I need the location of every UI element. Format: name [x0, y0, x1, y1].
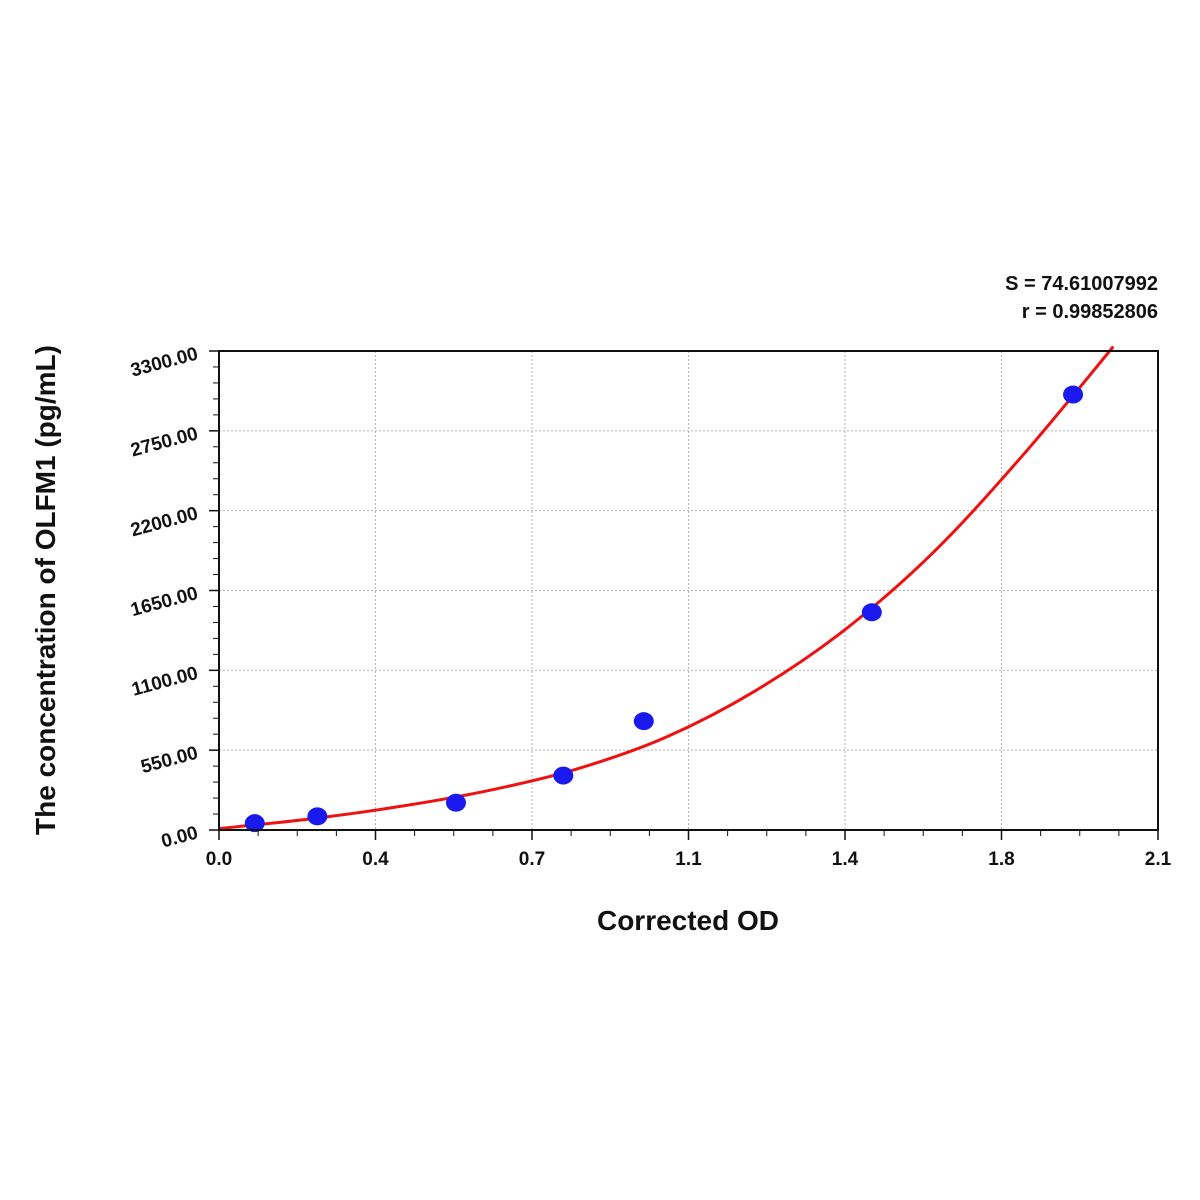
x-tick-label: 1.1 — [675, 849, 702, 870]
data-point — [244, 814, 265, 833]
y-tick-label: 2200.00 — [129, 503, 201, 541]
x-tick-label: 0.0 — [206, 849, 232, 870]
y-tick-label: 1650.00 — [129, 583, 201, 621]
s-statistic: S = 74.61007992 — [1005, 273, 1158, 295]
data-point — [861, 603, 882, 622]
y-tick-label: 0.00 — [159, 823, 200, 853]
data-point — [553, 766, 574, 785]
data-point — [445, 793, 466, 812]
y-tick-label: 2750.00 — [129, 423, 201, 461]
fitted-curve — [218, 345, 1115, 831]
x-tick-label: 0.7 — [519, 849, 545, 870]
x-axis-title: Corrected OD — [597, 905, 779, 936]
y-tick-label: 3300.00 — [129, 344, 201, 382]
x-tick-label: 0.4 — [362, 849, 389, 870]
y-tick-labels: 0.00 550.00 1100.00 1650.00 2200.00 2750.00 33… — [129, 344, 201, 853]
x-tick-label: 1.8 — [988, 849, 1014, 870]
y-tick-label: 1100.00 — [130, 663, 201, 701]
grid-lines — [219, 351, 1158, 830]
x-tick-labels: 0.0 0.4 0.7 1.1 1.4 1.8 2.1 — [206, 849, 1172, 870]
data-point — [307, 807, 328, 826]
data-points — [244, 385, 1084, 833]
data-point — [633, 712, 654, 731]
r-statistic: r = 0.99852806 — [1022, 301, 1158, 323]
fitted-curve-line — [218, 345, 1115, 831]
x-tick-label: 2.1 — [1145, 849, 1172, 870]
y-tick-label: 550.00 — [139, 743, 201, 778]
data-point — [1063, 385, 1084, 404]
axis-ticks — [209, 350, 1159, 840]
x-tick-label: 1.4 — [832, 849, 859, 870]
y-axis-title: The concentration of OLFM1 (pg/mL) — [30, 345, 61, 835]
